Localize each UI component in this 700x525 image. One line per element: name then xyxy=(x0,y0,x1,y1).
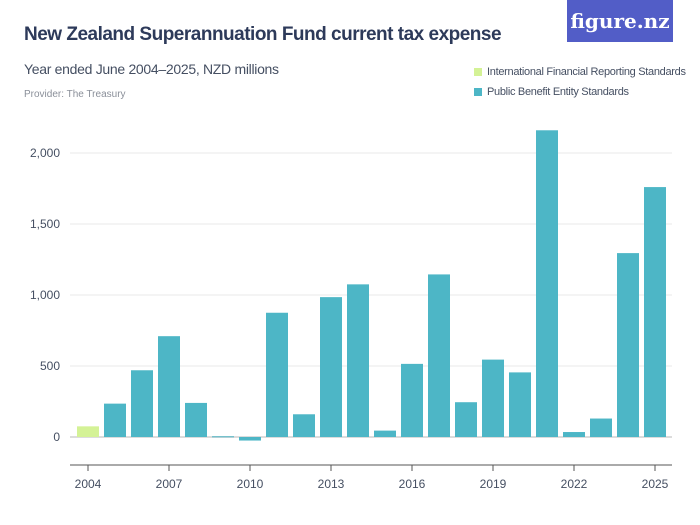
bar-2017 xyxy=(428,274,450,437)
y-tick-label: 1,000 xyxy=(30,288,60,302)
bar-2019 xyxy=(482,359,504,437)
bar-2014 xyxy=(347,284,369,437)
x-tick-label: 2004 xyxy=(75,477,102,491)
bar-2007 xyxy=(158,336,180,437)
figure-nz-logo[interactable]: figure.nz xyxy=(567,0,673,42)
y-tick-label: 1,500 xyxy=(30,217,60,231)
legend-label: Public Benefit Entity Standards xyxy=(487,86,629,98)
y-tick-label: 0 xyxy=(53,430,60,444)
bar-2021 xyxy=(536,130,558,437)
legend-swatch xyxy=(474,68,482,76)
bar-2020 xyxy=(509,372,531,437)
bar-2010 xyxy=(239,437,261,441)
bar-2011 xyxy=(266,312,288,437)
bar-2008 xyxy=(185,402,207,437)
y-tick-label: 500 xyxy=(40,359,60,373)
bar-2016 xyxy=(401,363,423,437)
legend: International Financial Reporting Standa… xyxy=(474,62,686,102)
x-tick-label: 2007 xyxy=(156,477,183,491)
x-tick-label: 2010 xyxy=(237,477,264,491)
chart-title: New Zealand Superannuation Fund current … xyxy=(24,24,502,45)
bar-2005 xyxy=(104,403,126,437)
legend-label: International Financial Reporting Standa… xyxy=(487,66,686,78)
bar-2004 xyxy=(77,426,99,437)
y-tick-label: 2,000 xyxy=(30,146,60,160)
bar-2025 xyxy=(644,187,666,437)
x-tick-label: 2016 xyxy=(399,477,426,491)
bar-2015 xyxy=(374,430,396,437)
x-tick-label: 2022 xyxy=(561,477,588,491)
x-tick-label: 2019 xyxy=(480,477,507,491)
chart-subtitle: Year ended June 2004–2025, NZD millions xyxy=(24,61,279,77)
bar-2013 xyxy=(320,297,342,437)
legend-swatch xyxy=(474,88,482,96)
bar-2022 xyxy=(563,432,585,437)
x-tick-label: 2013 xyxy=(318,477,345,491)
bar-2023 xyxy=(590,418,612,437)
x-tick-label: 2025 xyxy=(642,477,669,491)
bar-2018 xyxy=(455,402,477,437)
bar-2009 xyxy=(212,436,234,438)
legend-item-pbe: Public Benefit Entity Standards xyxy=(474,82,686,102)
bar-2024 xyxy=(617,253,639,437)
legend-item-ifrs: International Financial Reporting Standa… xyxy=(474,62,686,82)
provider: Provider: The Treasury xyxy=(24,89,126,100)
bar-2006 xyxy=(131,370,153,437)
bar-2012 xyxy=(293,414,315,437)
